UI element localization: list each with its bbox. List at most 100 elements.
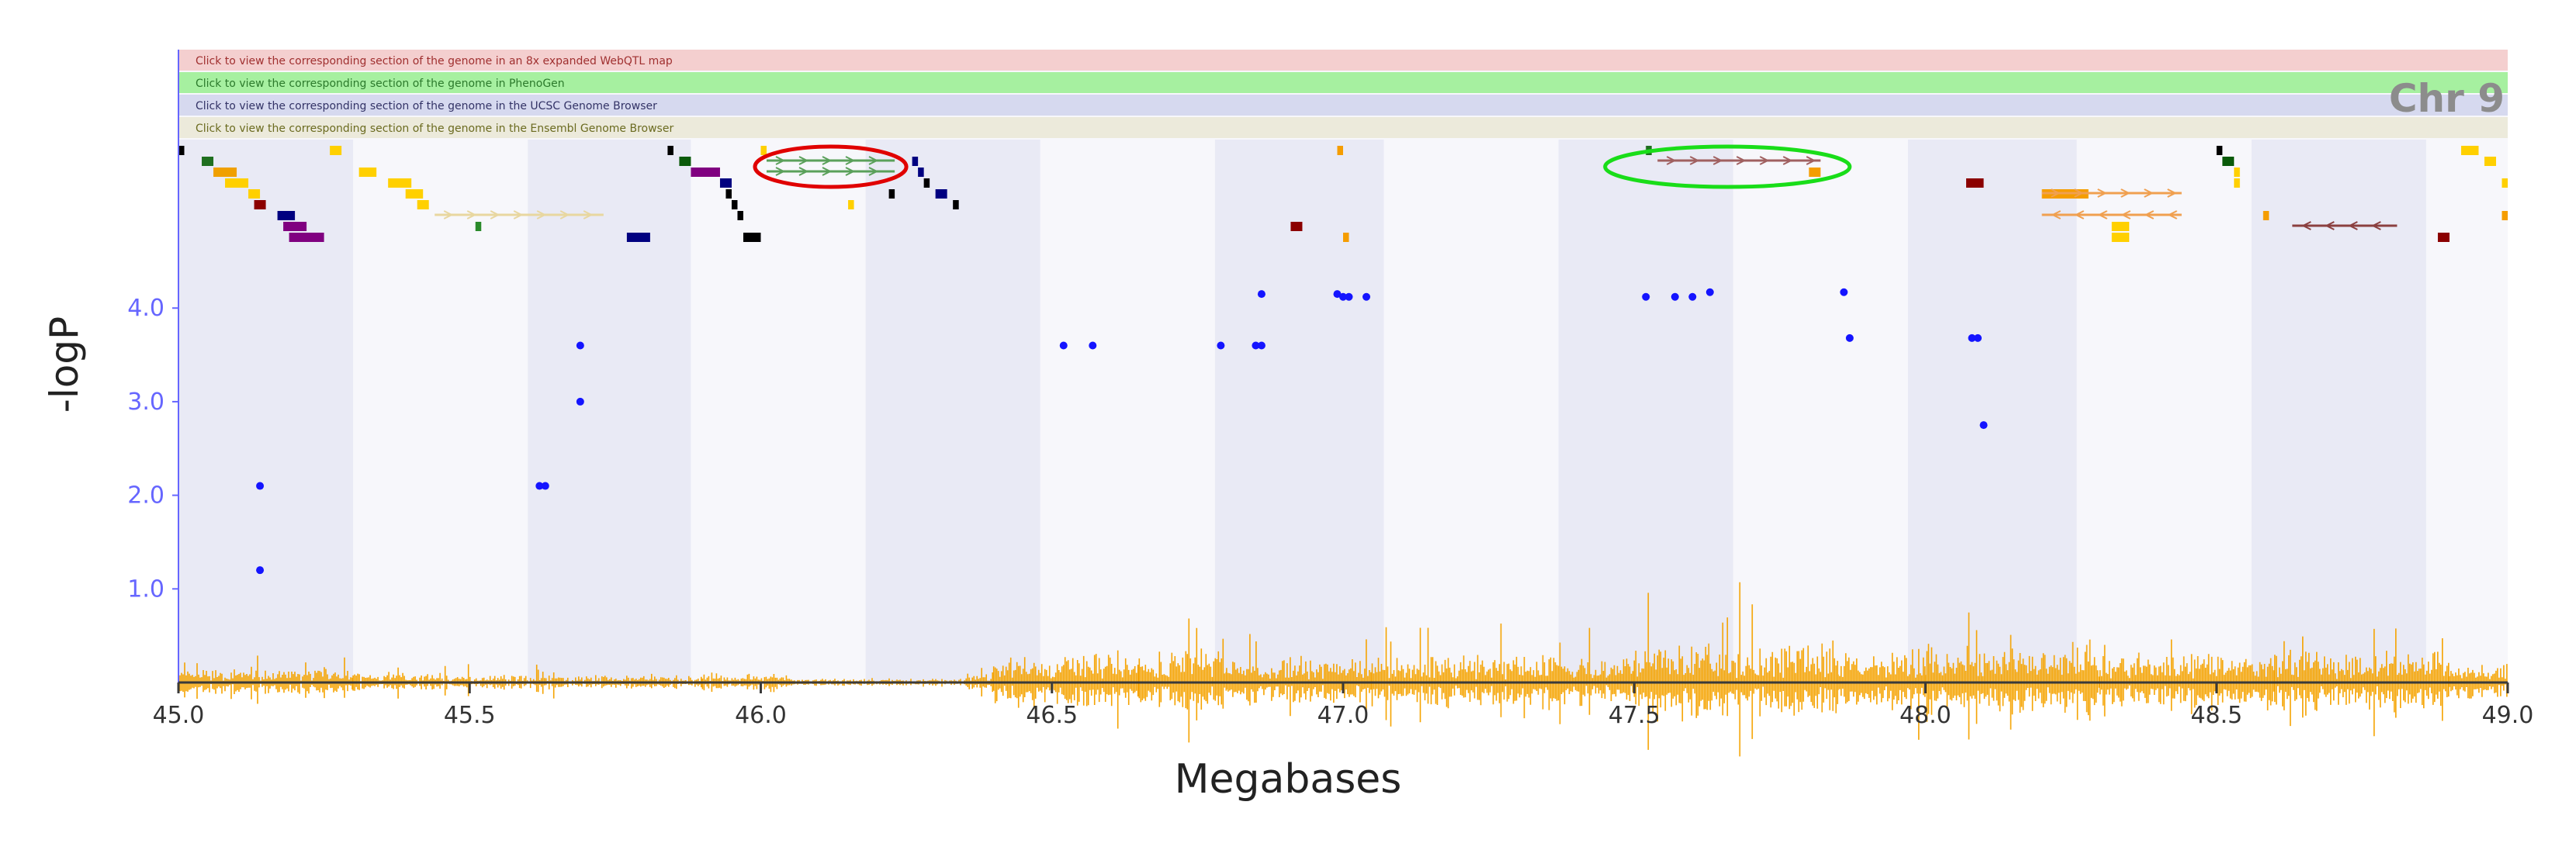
gene-arrow-44 bbox=[2051, 210, 2062, 219]
gene-arrow-26 bbox=[798, 167, 809, 176]
gene-block-4 bbox=[248, 189, 261, 199]
gene-block-40 bbox=[1809, 168, 1821, 177]
x-axis-title: Megabases bbox=[1175, 756, 1402, 803]
gene-block-12 bbox=[405, 189, 424, 199]
axes: 45.0 45.5 46.0 46.5 47.0 47.5 48.0 48.5 49.0 1.0 2… bbox=[127, 50, 2533, 729]
data-point-18 bbox=[1688, 292, 1697, 301]
gene-arrow-14 bbox=[466, 210, 477, 219]
gene-arrow-25 bbox=[775, 156, 786, 165]
green-highlight-ellipse bbox=[1603, 144, 1852, 189]
gene-block-56 bbox=[2502, 178, 2508, 188]
data-point-22 bbox=[1968, 333, 1976, 342]
gene-block-22 bbox=[731, 200, 738, 209]
background-band-9 bbox=[1733, 140, 1908, 682]
gene-block-20 bbox=[719, 178, 732, 188]
gene-arrow-43 bbox=[2167, 188, 2177, 198]
data-point-24 bbox=[1979, 421, 1988, 430]
lrs-points bbox=[256, 288, 1988, 575]
gene-arrow-39 bbox=[1736, 156, 1747, 165]
chromosome-label: Chr 9 bbox=[2389, 76, 2505, 121]
x-tick-label-5: 47.5 bbox=[1608, 702, 1660, 729]
data-point-15 bbox=[1362, 292, 1371, 301]
gene-arrow-14 bbox=[490, 210, 500, 219]
gene-block-17 bbox=[667, 146, 673, 155]
gene-block-49 bbox=[2234, 168, 2240, 177]
gene-block-5 bbox=[254, 200, 266, 209]
data-point-8 bbox=[1217, 341, 1225, 350]
gene-arrow-44 bbox=[2144, 210, 2155, 219]
gene-block-34 bbox=[848, 200, 854, 209]
y-axis-title: -logP bbox=[42, 316, 87, 413]
gene-arrow-44 bbox=[2074, 210, 2085, 219]
background-band-5 bbox=[1040, 140, 1215, 682]
data-point-1 bbox=[256, 482, 265, 490]
browser-link-bar-1[interactable]: Click to view the corresponding section … bbox=[178, 72, 2508, 93]
browser-link-bar-3[interactable]: Click to view the corresponding section … bbox=[178, 117, 2508, 138]
highlight-layer bbox=[753, 144, 1852, 189]
gene-block-7 bbox=[283, 222, 307, 231]
background-band-11 bbox=[2076, 140, 2252, 682]
gene-block-8 bbox=[289, 233, 324, 242]
background-band-7 bbox=[1383, 140, 1559, 682]
gene-block-15 bbox=[475, 222, 482, 231]
data-point-0 bbox=[256, 566, 265, 575]
gene-arrow-26 bbox=[845, 167, 856, 176]
gene-block-0 bbox=[178, 146, 185, 155]
x-tick-label-4: 47.0 bbox=[1317, 702, 1369, 729]
gene-block-57 bbox=[2502, 211, 2508, 220]
background-band-13 bbox=[2425, 140, 2508, 682]
gene-arrow-52 bbox=[2325, 221, 2335, 230]
gene-block-1 bbox=[202, 157, 214, 166]
gene-arrow-25 bbox=[868, 156, 879, 165]
gene-block-21 bbox=[725, 189, 732, 199]
data-point-4 bbox=[576, 397, 584, 406]
background-band-4 bbox=[865, 140, 1040, 682]
gene-block-31 bbox=[935, 189, 947, 199]
browser-link-bar-2[interactable]: Click to view the corresponding section … bbox=[178, 95, 2508, 116]
link-bar-label-2: Click to view the corresponding section … bbox=[196, 100, 657, 112]
link-bar-label-3: Click to view the corresponding section … bbox=[196, 123, 673, 135]
data-point-5 bbox=[576, 341, 584, 350]
data-point-14 bbox=[1345, 292, 1353, 301]
gene-arrow-39 bbox=[1666, 156, 1677, 165]
gene-block-16 bbox=[626, 233, 650, 242]
gene-block-6 bbox=[277, 211, 296, 220]
gene-block-23 bbox=[737, 211, 743, 220]
link-bar-bg-2 bbox=[178, 95, 2508, 116]
gene-arrow-43 bbox=[2144, 188, 2154, 198]
gene-block-41 bbox=[1966, 178, 1984, 188]
y-tick-label-3: 4.0 bbox=[127, 295, 164, 322]
gene-arrow-43 bbox=[2074, 188, 2084, 198]
background-band-0 bbox=[178, 140, 354, 682]
browser-link-bar-0[interactable]: Click to view the corresponding section … bbox=[178, 50, 2508, 71]
data-point-7 bbox=[1089, 341, 1097, 350]
data-point-13 bbox=[1339, 292, 1347, 301]
link-bar-bg-0 bbox=[178, 50, 2508, 71]
gene-arrow-44 bbox=[2121, 210, 2131, 219]
gene-arrow-39 bbox=[1759, 156, 1770, 165]
background-band-1 bbox=[353, 140, 528, 682]
data-point-16 bbox=[1642, 292, 1650, 301]
data-point-9 bbox=[1252, 341, 1260, 350]
gene-block-9 bbox=[330, 146, 342, 155]
data-point-23 bbox=[1974, 333, 1982, 342]
gene-block-37 bbox=[1343, 233, 1349, 242]
gene-arrow-25 bbox=[845, 156, 856, 165]
x-tick-label-8: 49.0 bbox=[2482, 702, 2534, 729]
gene-block-28 bbox=[912, 157, 919, 166]
link-bar-label-0: Click to view the corresponding section … bbox=[196, 55, 673, 67]
gene-block-3 bbox=[225, 178, 249, 188]
data-point-2 bbox=[535, 482, 544, 490]
background-band-8 bbox=[1558, 140, 1733, 682]
gene-block-36 bbox=[1290, 222, 1303, 231]
gene-block-29 bbox=[918, 168, 924, 177]
gene-arrow-43 bbox=[2121, 188, 2131, 198]
gene-block-48 bbox=[2222, 157, 2235, 166]
gene-block-53 bbox=[2437, 233, 2450, 242]
gene-block-27 bbox=[888, 189, 895, 199]
gene-block-11 bbox=[388, 178, 412, 188]
y-tick-label-2: 3.0 bbox=[127, 389, 164, 416]
data-point-6 bbox=[1059, 341, 1068, 350]
x-tick-label-1: 45.5 bbox=[444, 702, 496, 729]
